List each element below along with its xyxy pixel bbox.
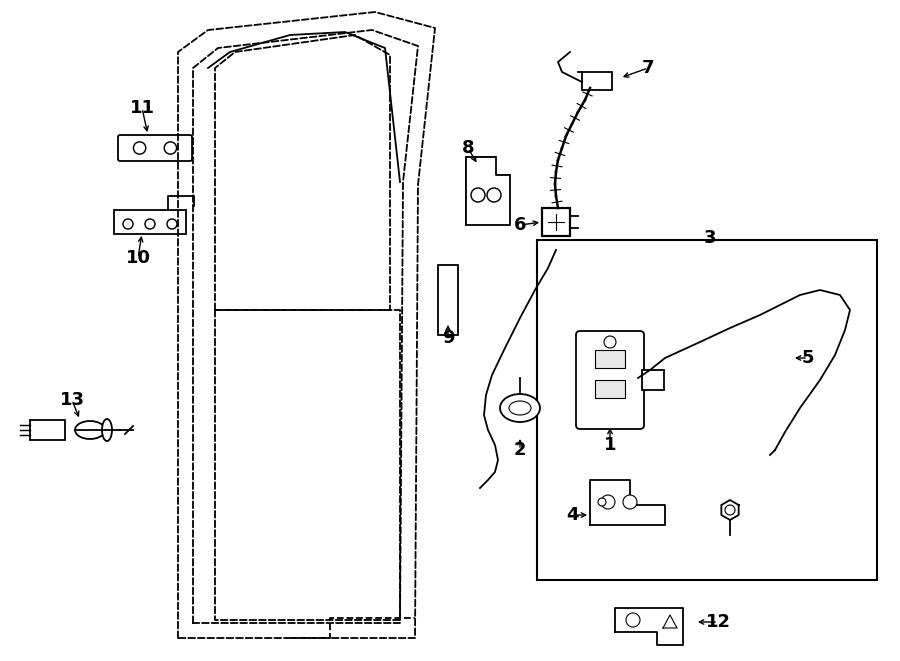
Bar	[438, 265, 458, 335]
Circle shape	[601, 495, 615, 509]
Circle shape	[598, 498, 606, 506]
FancyBboxPatch shape	[576, 331, 644, 429]
Ellipse shape	[500, 394, 540, 422]
Text: 13: 13	[59, 391, 85, 409]
Polygon shape	[590, 480, 665, 525]
Text: 2: 2	[514, 441, 526, 459]
Bar	[30, 420, 65, 440]
Bar	[537, 240, 877, 580]
Circle shape	[123, 219, 133, 229]
Ellipse shape	[75, 421, 105, 439]
Text: 5: 5	[802, 349, 814, 367]
Circle shape	[471, 188, 485, 202]
Circle shape	[487, 188, 501, 202]
Circle shape	[623, 495, 637, 509]
Text: 7: 7	[642, 59, 654, 77]
Bar	[595, 350, 625, 368]
Text: 8: 8	[462, 139, 474, 157]
Circle shape	[145, 219, 155, 229]
Text: 3: 3	[704, 229, 716, 247]
Ellipse shape	[509, 401, 531, 415]
Polygon shape	[466, 157, 510, 225]
Circle shape	[164, 142, 176, 154]
Text: 10: 10	[125, 249, 150, 267]
Circle shape	[167, 219, 177, 229]
Text: 12: 12	[706, 613, 731, 631]
Circle shape	[626, 613, 640, 627]
Polygon shape	[615, 608, 683, 645]
Text: 6: 6	[514, 216, 526, 234]
Bar	[642, 370, 664, 390]
Circle shape	[133, 142, 146, 154]
Bar	[582, 72, 612, 90]
Text: 9: 9	[442, 329, 454, 347]
FancyBboxPatch shape	[118, 135, 192, 161]
Text: 4: 4	[566, 506, 578, 524]
Text: 1: 1	[604, 436, 617, 454]
Bar	[542, 208, 570, 236]
Bar	[114, 210, 186, 234]
Text: 11: 11	[130, 99, 155, 117]
Bar	[595, 380, 625, 398]
Circle shape	[725, 505, 735, 515]
Polygon shape	[721, 500, 739, 520]
Ellipse shape	[102, 419, 112, 441]
Circle shape	[604, 336, 616, 348]
